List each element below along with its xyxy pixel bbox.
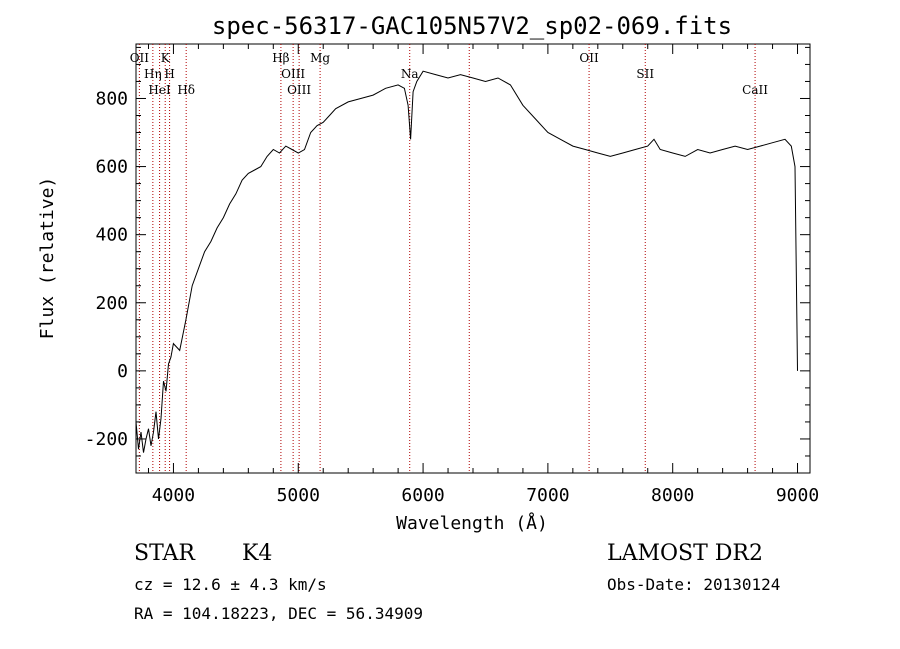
obs-date: Obs-Date: 20130124 xyxy=(607,575,780,594)
x-tick-label: 6000 xyxy=(401,485,444,506)
line-marker-label: H xyxy=(164,67,174,81)
chart-title: spec-56317-GAC105N57V2_sp02-069.fits xyxy=(212,12,732,40)
line-marker-label: SII xyxy=(636,67,654,81)
y-tick-label: 200 xyxy=(95,293,128,314)
x-tick-label: 9000 xyxy=(776,485,819,506)
spectrum-line xyxy=(135,70,798,453)
line-marker-label: Na xyxy=(401,67,419,81)
plot-frame xyxy=(135,43,811,474)
y-tick-label: 0 xyxy=(117,361,128,382)
object-class: STAR xyxy=(134,541,196,566)
line-marker-label: Hβ xyxy=(272,51,289,65)
y-tick-label: 400 xyxy=(95,225,128,246)
line-marker-label: OIII xyxy=(287,83,311,97)
line-marker-label: OII xyxy=(579,51,599,65)
x-axis-label: Wavelength (Å) xyxy=(396,512,548,534)
survey-name: LAMOST DR2 xyxy=(607,541,763,566)
x-tick-label: 8000 xyxy=(651,485,694,506)
x-tick-label: 7000 xyxy=(526,485,569,506)
x-axis-ticks: 4000 5000 6000 7000 8000 9000 xyxy=(147,44,819,506)
line-markers xyxy=(138,44,756,473)
y-axis-label: Flux (relative) xyxy=(37,177,58,340)
y-tick-label: -200 xyxy=(85,429,128,450)
line-marker-label: K xyxy=(161,51,171,65)
line-marker-label: Hη xyxy=(144,67,162,81)
y-tick-label: 800 xyxy=(95,88,128,109)
line-marker-label: Hδ xyxy=(177,83,195,97)
y-tick-label: 600 xyxy=(95,157,128,178)
y-axis-ticks: -200 0 200 400 600 800 xyxy=(85,46,810,474)
x-tick-label: 5000 xyxy=(277,485,320,506)
line-marker-label: HeI xyxy=(148,83,171,97)
line-marker-label: OIII xyxy=(281,67,305,81)
line-marker-label: CaII xyxy=(742,83,768,97)
object-subclass: K4 xyxy=(242,541,272,566)
redshift-cz: cz = 12.6 ± 4.3 km/s xyxy=(134,575,327,594)
x-tick-label: 4000 xyxy=(152,485,195,506)
ra-dec: RA = 104.18223, DEC = 56.34909 xyxy=(134,604,423,623)
line-marker-label: OII xyxy=(130,51,150,65)
line-marker-label: Mg xyxy=(310,51,330,65)
